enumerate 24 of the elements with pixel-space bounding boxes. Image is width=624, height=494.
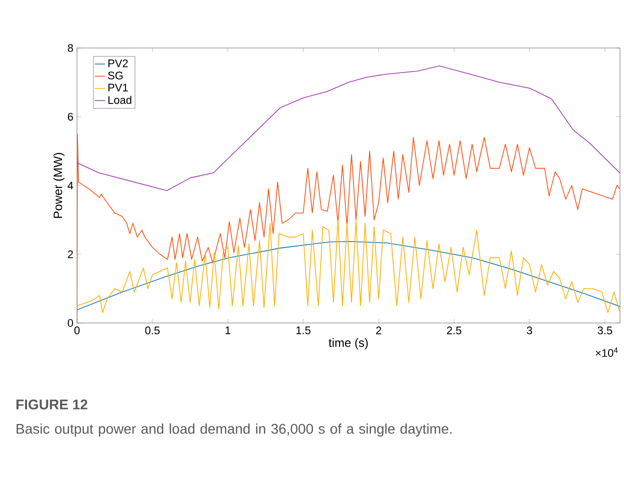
text: ×10$^{4}$ [596,348,618,357]
y-tick-label: 6 [68,112,73,121]
x-tick-label: 0.5 [145,326,160,334]
legend-label: SG [108,72,123,80]
x-tick-label: 3 [526,326,532,334]
x-tick-label: 1.5 [296,326,310,334]
y-tick-label: 2 [68,250,73,258]
x-tick-label: 1 [226,326,230,334]
legend-label: Load [108,96,132,104]
x-axis-title: time (s) [328,338,368,350]
line-series [77,241,620,310]
x-tick-label: 2 [376,326,382,334]
legend-label: PV2 [108,59,128,68]
caption: FIGURE 12 [16,400,88,410]
legend-label: PV1 [108,84,128,92]
y-tick-label: 4 [68,182,74,190]
y-tick-label: 0 [68,319,74,327]
x-tick-label: 2.5 [446,326,462,334]
y-tick-label: 8 [68,44,73,52]
y-axis-title: Power (MW) [53,152,64,218]
x-tick-label: 0 [74,326,80,334]
x-tick-label: 3.5 [598,326,612,334]
line-series [77,219,620,314]
text: Basic output power and load demand in 36,000 s of a single daytime. [16,424,452,437]
